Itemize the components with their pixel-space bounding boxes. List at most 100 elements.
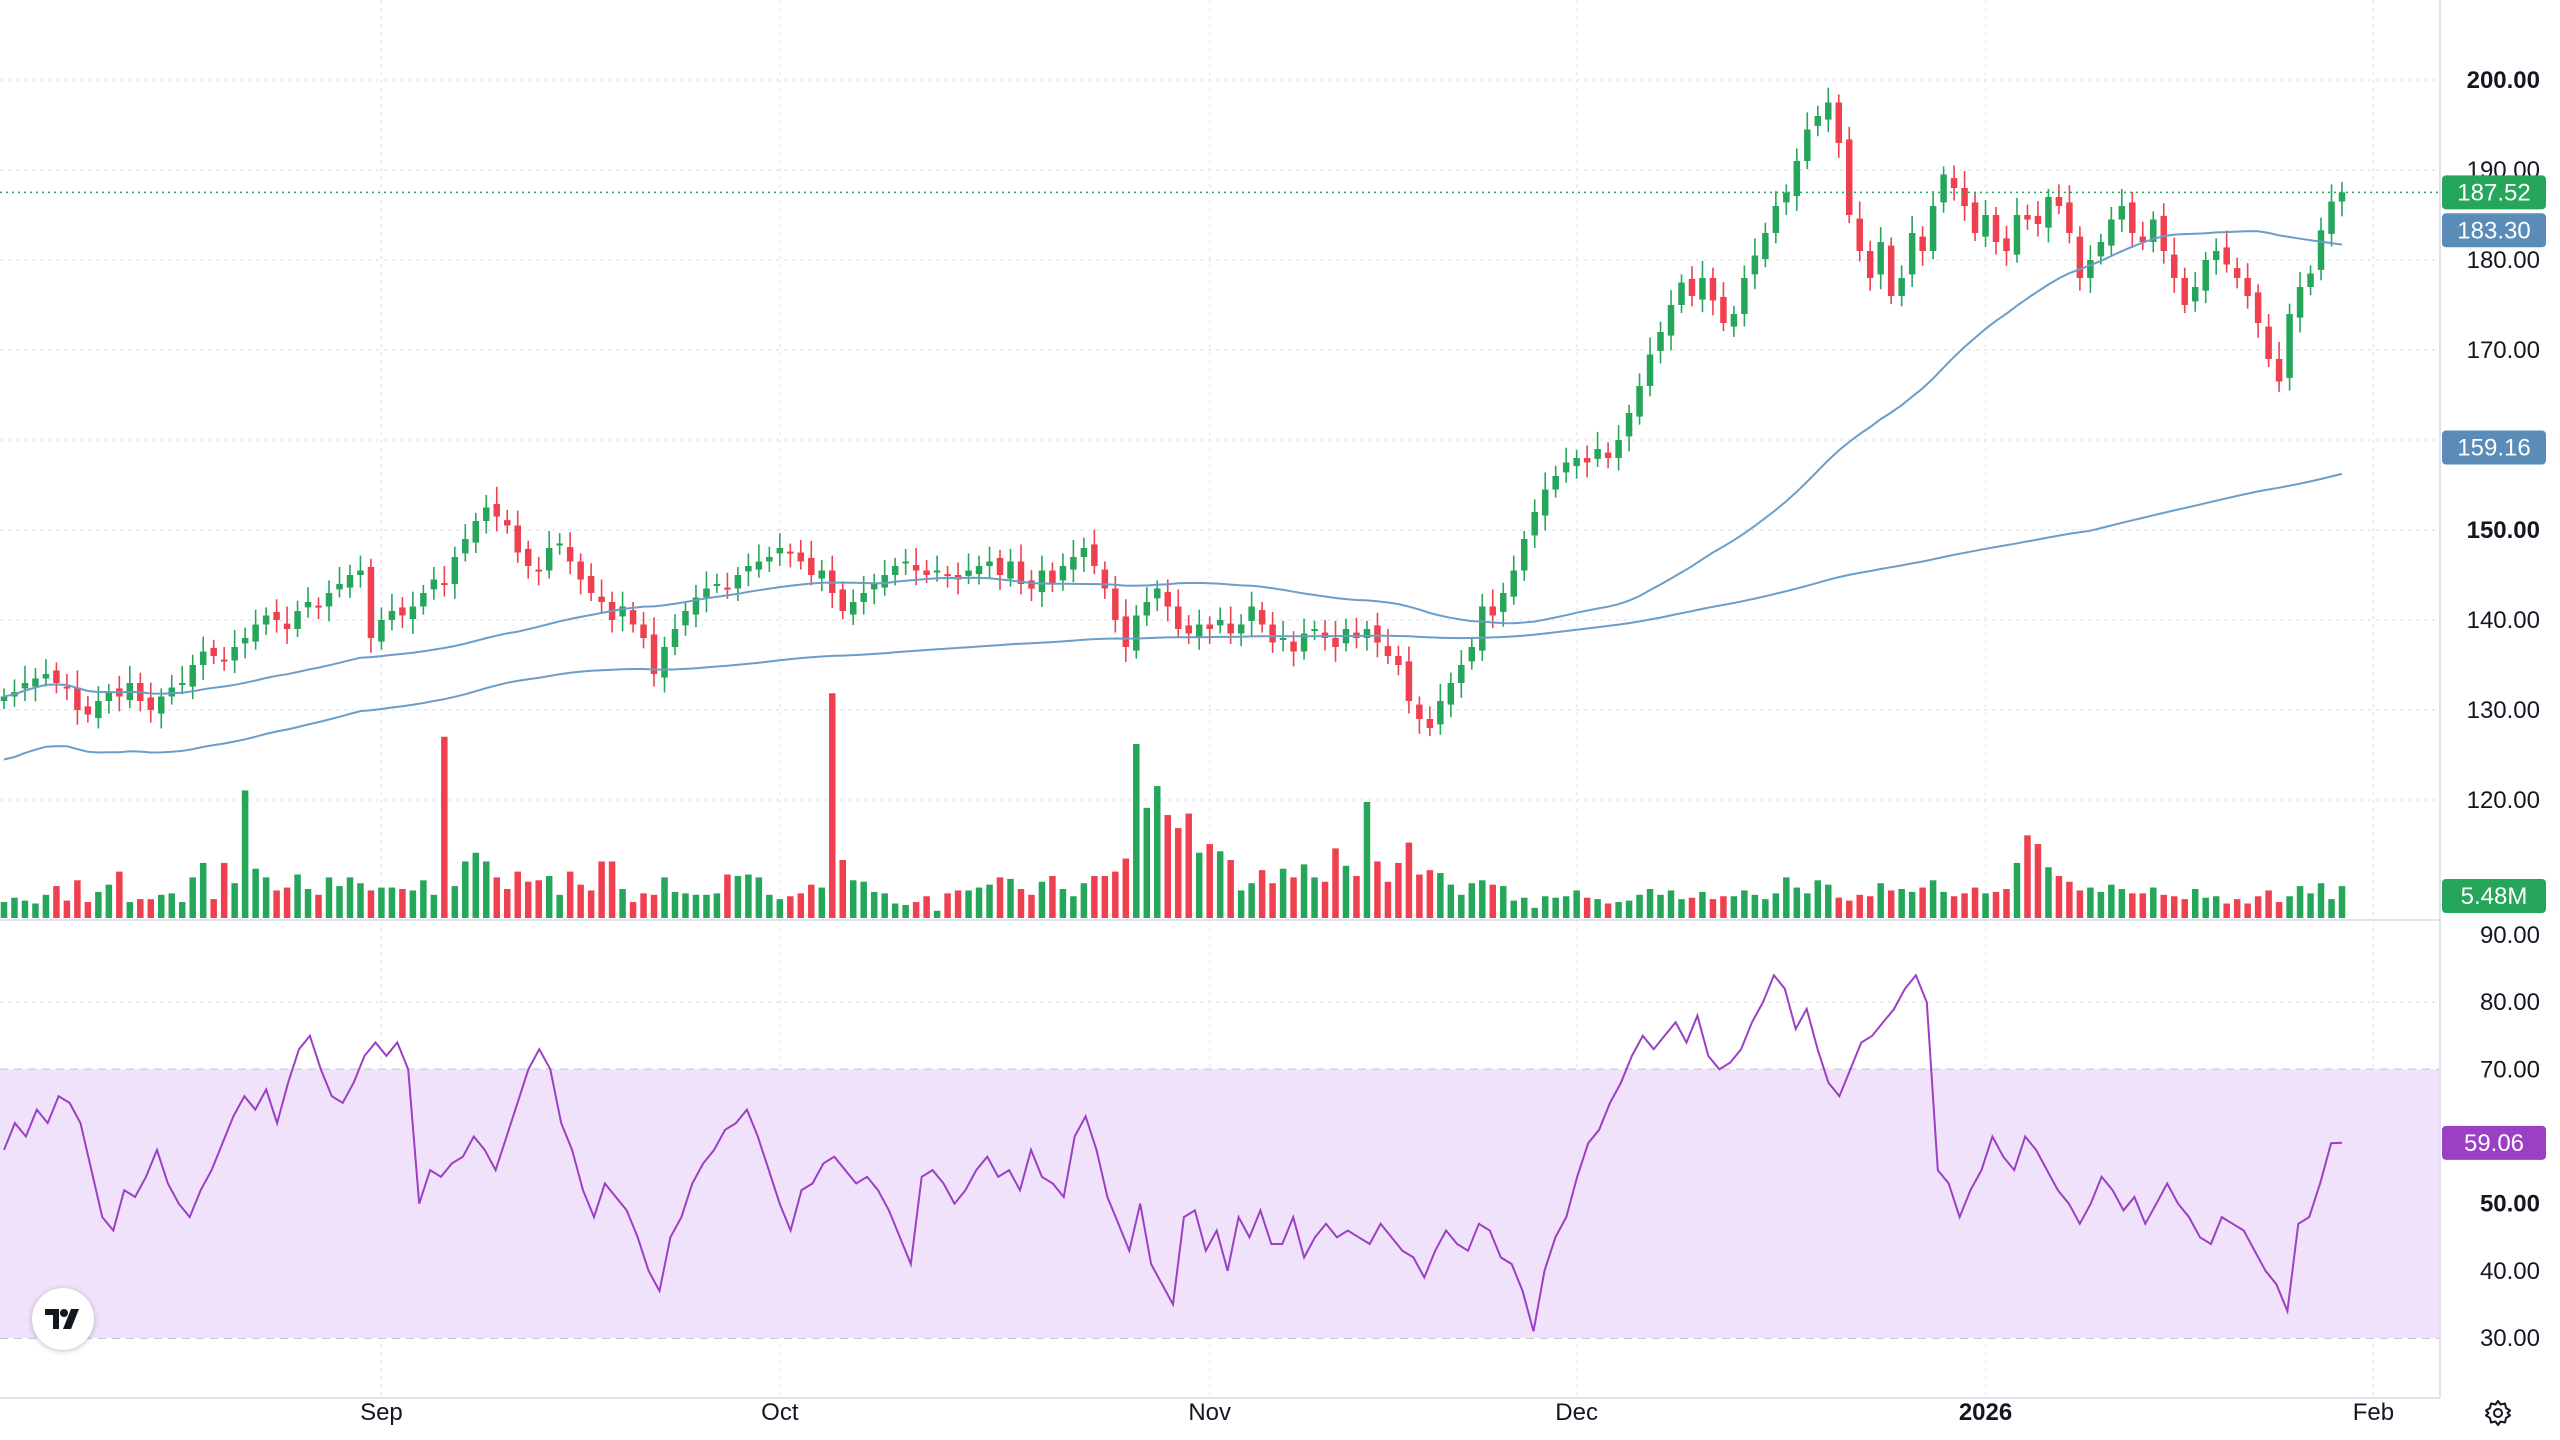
volume-bar xyxy=(692,894,700,918)
candle-body xyxy=(1395,656,1402,665)
time-axis[interactable]: SepOctNovDec2026FebMarAprMayJunJulAug xyxy=(360,1399,2560,1426)
volume-bar xyxy=(1877,883,1884,918)
candle xyxy=(2338,181,2346,217)
candle-body xyxy=(1573,458,1580,467)
candle xyxy=(1730,305,1738,337)
candle-body xyxy=(1919,236,1926,251)
candle-body xyxy=(1887,245,1895,296)
candle-body xyxy=(178,683,186,685)
candle xyxy=(1300,618,1308,660)
volume-bar xyxy=(1678,899,1685,918)
volume-bar xyxy=(1520,897,1528,918)
candle-body xyxy=(483,507,490,521)
volume-tag-box xyxy=(2442,879,2546,913)
candle xyxy=(577,553,584,595)
volume-bar xyxy=(608,861,616,918)
candle xyxy=(2055,184,2063,215)
volume-bar xyxy=(399,889,406,918)
volume-bar xyxy=(315,894,322,918)
candle xyxy=(1877,227,1884,290)
volume-bar xyxy=(137,899,144,918)
volume-bar xyxy=(2024,835,2031,918)
volume-bar xyxy=(1898,889,1905,918)
candle xyxy=(1919,226,1926,266)
candle-body xyxy=(766,557,773,562)
candle xyxy=(1080,537,1088,572)
time-tick-label: Nov xyxy=(1188,1399,1231,1426)
volume-bar xyxy=(1804,893,1811,918)
volume-bar xyxy=(210,899,217,918)
candle xyxy=(1950,165,1958,201)
volume-bar xyxy=(1583,897,1591,918)
candle xyxy=(1720,282,1727,332)
candle-body xyxy=(409,606,417,620)
volume-bar xyxy=(1604,903,1612,918)
candle xyxy=(1468,638,1476,670)
candle-body xyxy=(734,575,742,589)
candle xyxy=(1804,112,1811,170)
candle xyxy=(1258,602,1266,633)
candle xyxy=(472,512,480,553)
candle-body xyxy=(1604,452,1612,458)
settings-gear-icon[interactable] xyxy=(2478,1393,2518,1433)
candle xyxy=(975,555,983,585)
volume-bar xyxy=(74,880,81,918)
candle xyxy=(1929,191,1937,260)
ma-short-tag-text: 183.30 xyxy=(2457,217,2530,244)
candle xyxy=(1604,442,1612,469)
candle xyxy=(2003,225,2010,266)
candle xyxy=(535,557,542,586)
candle-body xyxy=(671,629,679,647)
volume-bar xyxy=(1269,883,1276,918)
candle xyxy=(2024,204,2031,230)
candle-body xyxy=(430,579,438,590)
candle-body xyxy=(1384,646,1392,656)
tradingview-logo[interactable] xyxy=(32,1288,94,1350)
candle xyxy=(1835,94,1843,158)
candle xyxy=(336,566,343,598)
candle-body xyxy=(1290,641,1297,652)
volume-bar xyxy=(1227,860,1234,918)
volume-bar xyxy=(713,893,721,918)
volume-bar xyxy=(1468,883,1476,918)
candle-body xyxy=(304,602,312,608)
candle xyxy=(1531,499,1538,548)
candle-body xyxy=(1520,539,1528,571)
candle-body xyxy=(1489,606,1497,616)
volume-bar xyxy=(2181,899,2188,918)
volume-bar xyxy=(1929,880,1937,918)
candle xyxy=(220,647,228,671)
candle-body xyxy=(199,651,207,665)
volume-bar xyxy=(766,894,773,918)
candle xyxy=(1500,582,1507,627)
candle xyxy=(95,686,102,729)
candle xyxy=(1992,206,2000,255)
volume-bar xyxy=(2328,899,2335,918)
candle-body xyxy=(1416,704,1423,719)
candle-body xyxy=(241,638,249,644)
volume-bar xyxy=(126,902,134,918)
volume-bar xyxy=(933,910,941,918)
candle xyxy=(1269,611,1276,653)
volume-bar xyxy=(808,884,815,918)
volume-bar xyxy=(2275,902,2283,918)
candle xyxy=(462,524,469,562)
candle xyxy=(283,606,291,644)
volume-bar xyxy=(1112,871,1119,918)
volume-bar xyxy=(1667,890,1675,918)
volume-bar xyxy=(1028,894,1035,918)
volume-bar xyxy=(797,893,805,918)
rsi-tick-label: 30.00 xyxy=(2480,1325,2540,1352)
volume-bar xyxy=(787,896,794,918)
volume-bar xyxy=(1122,858,1130,918)
candle-body xyxy=(692,597,700,615)
candle-body xyxy=(2338,192,2346,202)
candle-body xyxy=(325,593,333,607)
volume-bar xyxy=(441,736,448,918)
ma-short-tag: 183.30 xyxy=(2442,213,2546,248)
volume-bar xyxy=(923,896,930,918)
volume-bar xyxy=(2254,896,2262,918)
volume-bar xyxy=(1762,899,1769,918)
